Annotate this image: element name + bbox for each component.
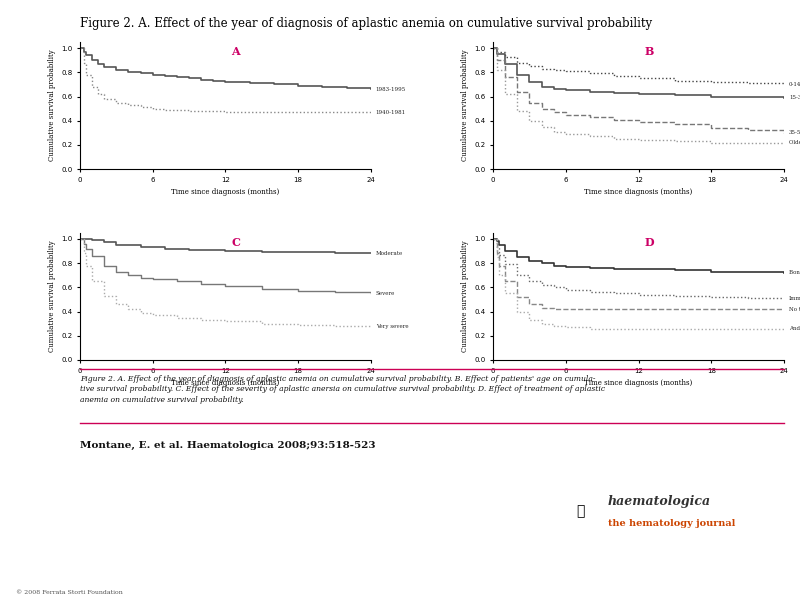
- Text: Moderate: Moderate: [376, 251, 403, 256]
- Y-axis label: Cumulative survival probability: Cumulative survival probability: [47, 241, 55, 352]
- Text: Montane, E. et al. Haematologica 2008;93:518-523: Montane, E. et al. Haematologica 2008;93…: [80, 441, 375, 450]
- Y-axis label: Cumulative survival probability: Cumulative survival probability: [47, 50, 55, 161]
- Text: 15-34: 15-34: [789, 95, 800, 100]
- Text: © 2008 Ferrata Storti Foundation: © 2008 Ferrata Storti Foundation: [16, 590, 122, 595]
- Text: 1983-1995: 1983-1995: [376, 87, 406, 92]
- Text: Figure 2. A. Effect of the year of diagnosis of aplastic anemia on cumulative su: Figure 2. A. Effect of the year of diagn…: [80, 375, 605, 404]
- Text: Androgenic agents/androgens: Androgenic agents/androgens: [789, 326, 800, 331]
- Y-axis label: Cumulative survival probability: Cumulative survival probability: [461, 241, 469, 352]
- Text: A: A: [231, 46, 240, 57]
- Text: Very severe: Very severe: [376, 323, 408, 329]
- Text: Older than 60: Older than 60: [789, 140, 800, 145]
- X-axis label: Time since diagnosis (months): Time since diagnosis (months): [585, 379, 693, 387]
- Text: 1940-1981: 1940-1981: [376, 110, 406, 115]
- Text: Figure 2. A. Effect of the year of diagnosis of aplastic anemia on cumulative su: Figure 2. A. Effect of the year of diagn…: [80, 17, 652, 30]
- X-axis label: Time since diagnosis (months): Time since diagnosis (months): [585, 188, 693, 196]
- Text: Severe: Severe: [376, 291, 395, 296]
- Text: the hematology journal: the hematology journal: [608, 519, 735, 528]
- Text: 🔥: 🔥: [576, 504, 584, 518]
- X-axis label: Time since diagnosis (months): Time since diagnosis (months): [171, 379, 279, 387]
- Y-axis label: Cumulative survival probability: Cumulative survival probability: [461, 50, 469, 161]
- Text: 0-14: 0-14: [789, 82, 800, 87]
- Text: D: D: [644, 236, 654, 248]
- X-axis label: Time since diagnosis (months): Time since diagnosis (months): [171, 188, 279, 196]
- Text: C: C: [231, 236, 240, 248]
- Text: No treatment: No treatment: [789, 307, 800, 311]
- Text: 35-59: 35-59: [789, 130, 800, 136]
- Text: haematologica: haematologica: [608, 495, 711, 508]
- Text: B: B: [644, 46, 654, 57]
- Text: Immunosuppression: Immunosuppression: [789, 296, 800, 301]
- Text: Bone marrow transplantation: Bone marrow transplantation: [789, 270, 800, 275]
